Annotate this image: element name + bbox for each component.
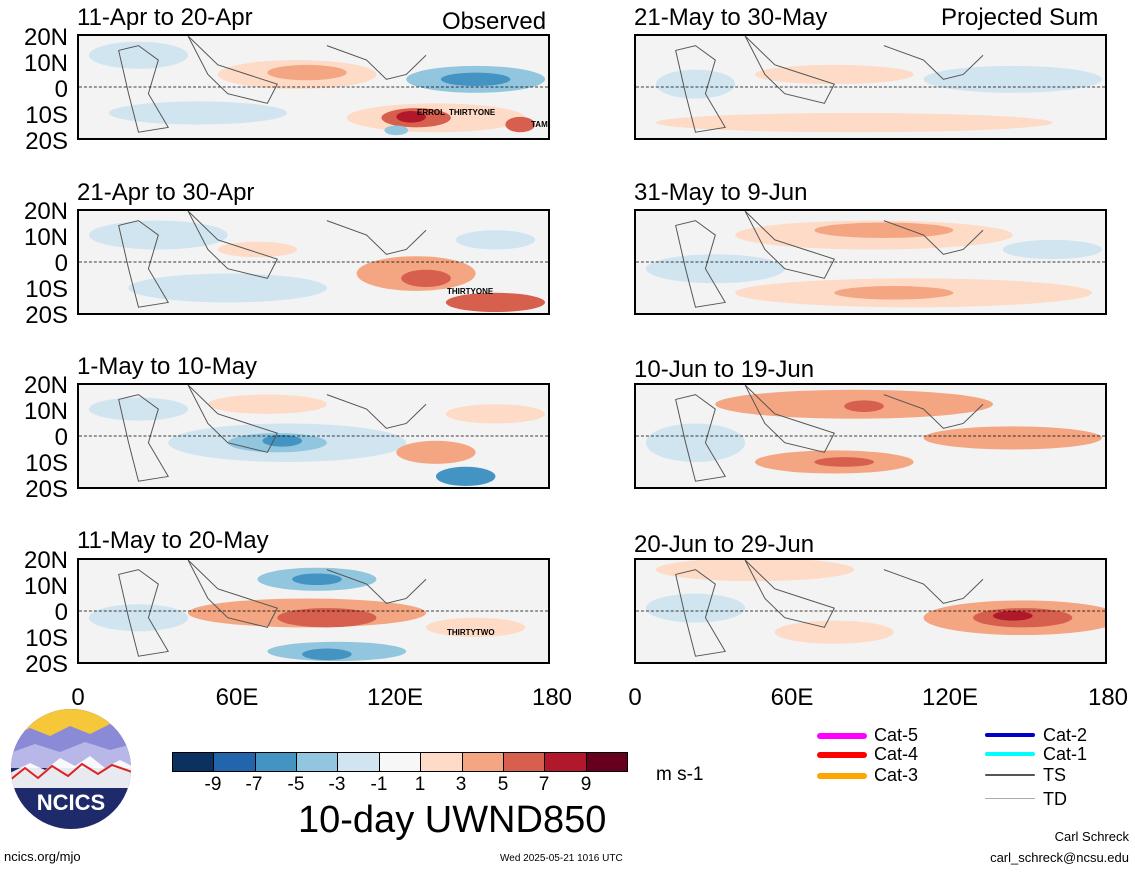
legend-label: Cat-5 [874, 725, 919, 745]
colorbar-swatch [545, 753, 587, 771]
storm-label: ERROL [417, 108, 445, 117]
colorbar-swatch [173, 753, 215, 771]
figure-title: 10-day UWND850 [298, 799, 607, 841]
legend-line [817, 733, 867, 739]
map-panel [77, 383, 550, 489]
colorbar-swatch [255, 753, 298, 771]
colorbar-tick: 3 [455, 774, 467, 795]
colorbar-swatch [421, 753, 463, 771]
colorbar-tick: -7 [245, 774, 263, 795]
panel-title: 20-Jun to 29-Jun [634, 531, 815, 558]
colorbar-tick: -5 [287, 774, 305, 795]
colorbar [172, 752, 628, 772]
lon-label: 0 [628, 684, 642, 711]
colorbar-swatch [214, 753, 256, 771]
storm-label: THIRTYONE [449, 108, 496, 117]
colorbar-tick: 1 [414, 774, 426, 795]
lat-label: 10S [25, 102, 68, 129]
lat-label: 0 [54, 424, 68, 451]
lon-label: 120E [921, 684, 979, 711]
lat-label: 20N [23, 24, 68, 51]
lon-label: 0 [71, 684, 85, 711]
lat-label: 10S [25, 625, 68, 652]
legend-label: Cat-1 [1043, 744, 1088, 764]
footer-email[interactable]: carl_schreck@ncsu.edu [990, 850, 1129, 865]
legend-line [985, 774, 1035, 776]
colorbar-swatch [379, 753, 422, 771]
lat-label: 0 [54, 76, 68, 103]
legend-line [985, 752, 1035, 756]
panel-title: 31-May to 9-Jun [634, 179, 808, 206]
lat-label: 10N [23, 50, 68, 77]
panel-title: 1-May to 10-May [77, 353, 258, 380]
colorbar-swatch [462, 753, 504, 771]
lat-label: 20N [23, 547, 68, 574]
storm-label: TAM [531, 120, 548, 129]
lat-label: 20N [23, 198, 68, 225]
legend-line [985, 733, 1035, 737]
lon-label: 60E [770, 684, 814, 711]
footer-author: Carl Schreck [1054, 829, 1129, 844]
lon-label: 60E [215, 684, 259, 711]
map-panel: ERROL THIRTYONE TAM [77, 34, 550, 140]
colorbar-tick: -9 [204, 774, 222, 795]
lat-label: 0 [54, 250, 68, 277]
lat-label: 20S [25, 651, 68, 678]
footer-url[interactable]: ncics.org/mjo [4, 849, 81, 864]
colorbar-swatch [586, 753, 627, 771]
map-panel [634, 34, 1107, 140]
legend-label: Cat-3 [874, 765, 919, 785]
legend-line [817, 773, 867, 779]
lat-label: 20S [25, 476, 68, 503]
colorbar-tick: 9 [580, 774, 592, 795]
lat-label: 20S [25, 302, 68, 329]
footer-timestamp: Wed 2025-05-21 1016 UTC [500, 853, 623, 864]
lat-label: 20N [23, 372, 68, 399]
map-panel [634, 558, 1107, 664]
lon-label: 180 [1087, 684, 1129, 711]
panel-title: 11-Apr to 20-Apr [77, 4, 253, 31]
map-panel: THIRTYONE [77, 209, 550, 315]
storm-label: THIRTYONE [447, 287, 494, 296]
legend-label: TS [1043, 765, 1067, 785]
lat-label: 20S [25, 128, 68, 155]
panel-label-projected: Projected Sum [941, 4, 1099, 31]
colorbar-swatch [503, 753, 546, 771]
legend-line [817, 752, 867, 758]
lon-label: 180 [531, 684, 573, 711]
logo-text: NCICS [37, 790, 105, 815]
panel-title: 21-Apr to 30-Apr [77, 179, 255, 206]
colorbar-swatch [338, 753, 380, 771]
lat-label: 0 [54, 599, 68, 626]
lat-label: 10N [23, 398, 68, 425]
panel-title: 21-May to 30-May [634, 4, 828, 31]
ncics-logo: NCICS [10, 708, 132, 830]
lat-label: 10N [23, 573, 68, 600]
lat-label: 10S [25, 450, 68, 477]
storm-label: THIRTYTWO [447, 628, 495, 637]
colorbar-swatch [297, 753, 339, 771]
map-panel [634, 209, 1107, 315]
lat-label: 10S [25, 276, 68, 303]
legend-label: Cat-2 [1043, 725, 1088, 745]
colorbar-units: m s-1 [656, 764, 704, 785]
panel-title: 11-May to 20-May [77, 527, 269, 554]
colorbar-tick: -1 [370, 774, 388, 795]
legend-label: TD [1043, 789, 1067, 809]
legend-label: Cat-4 [874, 744, 919, 764]
colorbar-tick: -3 [328, 774, 346, 795]
map-panel [634, 383, 1107, 489]
lon-label: 120E [366, 684, 424, 711]
colorbar-tick: 7 [538, 774, 550, 795]
lat-label: 10N [23, 224, 68, 251]
panel-title: 10-Jun to 19-Jun [634, 356, 815, 383]
legend-line [985, 798, 1035, 799]
colorbar-tick: 5 [497, 774, 509, 795]
map-panel: THIRTYTWO [77, 558, 550, 664]
panel-label-observed: Observed [442, 8, 547, 35]
